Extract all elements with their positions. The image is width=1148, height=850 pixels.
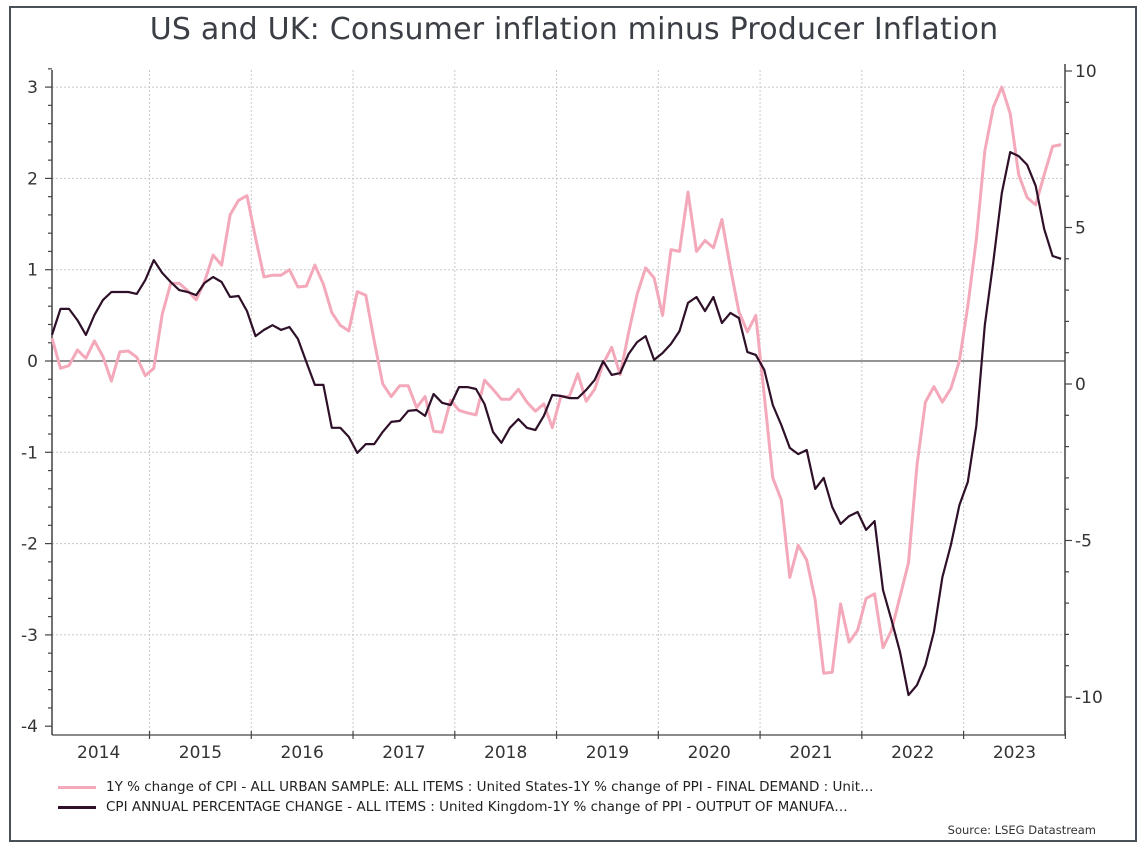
- x-tick-label: 2020: [688, 743, 731, 763]
- legend-item-us: 1Y % change of CPI - ALL URBAN SAMPLE: A…: [58, 779, 873, 796]
- legend-label-uk: CPI ANNUAL PERCENTAGE CHANGE - ALL ITEMS…: [106, 799, 848, 815]
- left-tick-label: -1: [21, 443, 38, 463]
- right-tick-label: 0: [1075, 375, 1086, 395]
- x-tick-label: 2014: [77, 743, 120, 763]
- legend-label-us: 1Y % change of CPI - ALL URBAN SAMPLE: A…: [106, 779, 874, 795]
- right-tick-label: -5: [1075, 532, 1092, 552]
- left-tick-label: 0: [27, 352, 38, 372]
- left-tick-label: -2: [21, 535, 38, 555]
- left-tick-label: 2: [27, 169, 38, 189]
- x-tick-label: 2015: [179, 743, 222, 763]
- legend-swatch-uk: [58, 806, 96, 809]
- left-tick-label: 1: [27, 261, 38, 281]
- right-tick-label: 5: [1075, 219, 1086, 239]
- left-tick-label: 3: [27, 78, 38, 98]
- x-tick-label: 2021: [789, 743, 832, 763]
- legend-swatch-us: [58, 786, 96, 789]
- x-tick-label: 2018: [484, 743, 527, 763]
- x-tick-label: 2022: [891, 743, 934, 763]
- left-tick-label: -4: [21, 717, 38, 737]
- series-line-uk: [50, 151, 1062, 697]
- x-tick-label: 2016: [281, 743, 324, 763]
- x-tick-label: 2019: [586, 743, 629, 763]
- source-note: Source: LSEG Datastream: [947, 823, 1096, 837]
- x-tick-label: 2017: [382, 743, 425, 763]
- right-tick-label: -10: [1075, 688, 1103, 708]
- left-tick-label: -3: [21, 626, 38, 646]
- chart-frame: [9, 6, 1137, 842]
- right-tick-label: 10: [1075, 62, 1097, 82]
- chart-title: US and UK: Consumer inflation minus Prod…: [149, 12, 999, 47]
- x-tick-label: 2023: [993, 743, 1036, 763]
- legend-item-uk: CPI ANNUAL PERCENTAGE CHANGE - ALL ITEMS…: [58, 799, 848, 816]
